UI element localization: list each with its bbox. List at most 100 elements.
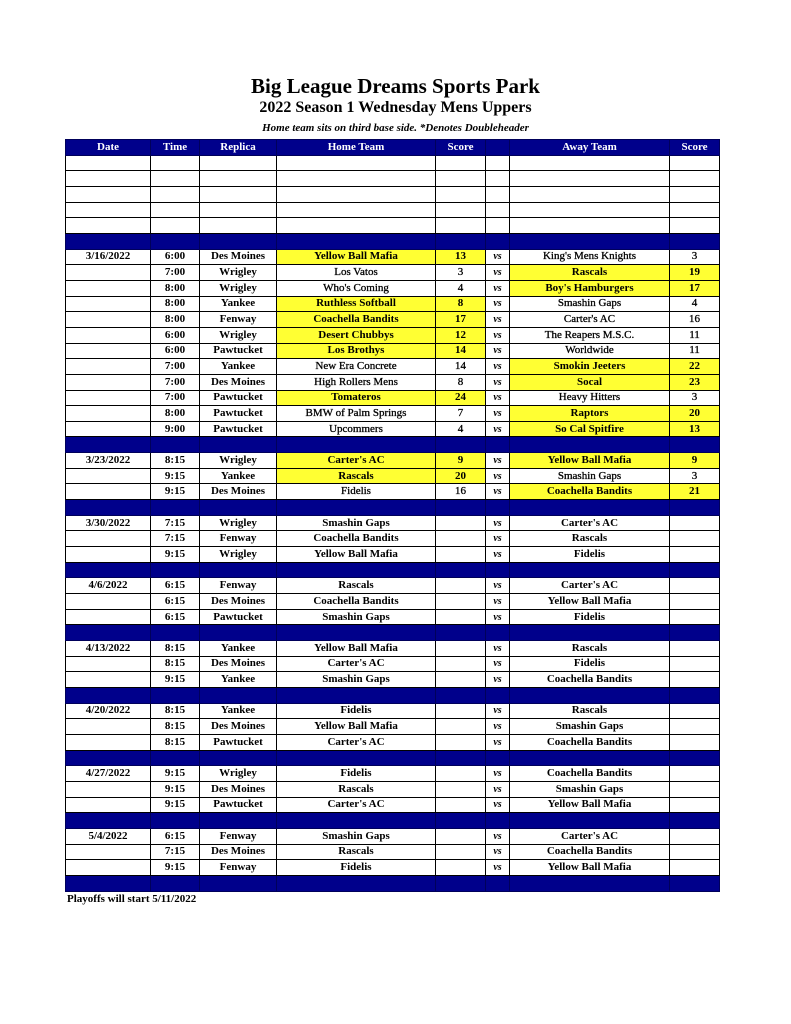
home-score-cell xyxy=(435,859,486,876)
time-cell: 6:15 xyxy=(150,608,200,626)
date-cell: 3/23/2022 xyxy=(65,452,151,469)
game-row: 8:15 Des Moines Carter's AC vs Fidelis xyxy=(65,655,720,673)
away-team-cell: Carter's AC xyxy=(509,827,670,845)
date-cell xyxy=(65,185,151,203)
vs-cell xyxy=(485,154,510,172)
divider-cell xyxy=(435,499,486,516)
home-team-cell: Coachella Bandits xyxy=(276,593,436,610)
divider-cell xyxy=(669,749,720,767)
divider-cell xyxy=(509,624,670,641)
game-row: 8:00 Pawtucket BMW of Palm Springs 7 vs Rapto… xyxy=(65,405,720,422)
home-score-cell xyxy=(435,718,486,735)
game-row: 9:15 Yankee Rascals 20 vs Smashin Gaps 3 xyxy=(65,467,720,485)
divider-cell xyxy=(509,232,670,250)
divider-cell xyxy=(276,812,436,829)
week-divider xyxy=(65,232,720,250)
away-score-cell xyxy=(669,702,720,720)
col-away-score: Score xyxy=(669,139,720,156)
away-team-cell: Coachella Bandits xyxy=(509,765,670,782)
col-date: Date xyxy=(65,139,151,156)
divider-cell xyxy=(65,874,151,892)
replica-cell: Des Moines xyxy=(199,248,277,266)
time-cell: 6:15 xyxy=(150,827,200,845)
game-row: 6:00 Pawtucket Los Brothys 14 vs Worldwide 11 xyxy=(65,342,720,360)
empty-row xyxy=(65,217,720,234)
week-divider xyxy=(65,749,720,767)
divider-cell xyxy=(150,232,200,250)
week-divider xyxy=(65,436,720,454)
game-row: 6:15 Des Moines Coachella Bandits vs Yellow … xyxy=(65,593,720,610)
week-divider xyxy=(65,874,720,892)
away-team-cell: King's Mens Knights xyxy=(509,248,670,266)
vs-cell: vs xyxy=(485,420,510,438)
home-team-cell: Desert Chubbys xyxy=(276,326,436,344)
home-team-cell: Ruthless Softball xyxy=(276,295,436,313)
game-row: 3/16/2022 6:00 Des Moines Yellow Ball Mafia… xyxy=(65,248,720,266)
vs-cell: vs xyxy=(485,608,510,626)
home-score-cell: 12 xyxy=(435,326,486,344)
date-cell xyxy=(65,530,151,548)
away-score-cell: 20 xyxy=(669,405,720,422)
vs-cell: vs xyxy=(485,671,510,688)
replica-cell: Des Moines xyxy=(199,593,277,610)
home-score-cell xyxy=(435,827,486,845)
home-score-cell xyxy=(435,185,486,203)
game-row: 6:15 Pawtucket Smashin Gaps vs Fidelis xyxy=(65,608,720,626)
divider-cell xyxy=(276,232,436,250)
away-team-cell: Smashin Gaps xyxy=(509,295,670,313)
divider-cell xyxy=(65,812,151,829)
divider-cell xyxy=(65,686,151,704)
week-divider xyxy=(65,499,720,516)
home-score-cell xyxy=(435,702,486,720)
date-cell: 3/30/2022 xyxy=(65,514,151,532)
away-score-cell: 13 xyxy=(669,420,720,438)
divider-cell xyxy=(65,499,151,516)
date-cell: 3/16/2022 xyxy=(65,248,151,266)
vs-cell: vs xyxy=(485,358,510,375)
away-team-cell: Rascals xyxy=(509,702,670,720)
replica-cell: Yankee xyxy=(199,702,277,720)
divider-cell xyxy=(669,436,720,454)
divider-cell xyxy=(435,686,486,704)
divider-cell xyxy=(150,686,200,704)
home-score-cell xyxy=(435,640,486,657)
away-score-cell xyxy=(669,577,720,595)
divider-cell xyxy=(150,561,200,579)
home-score-cell xyxy=(435,217,486,234)
game-row: 5/4/2022 6:15 Fenway Smashin Gaps vs Carter's… xyxy=(65,827,720,845)
vs-cell: vs xyxy=(485,295,510,313)
divider-cell xyxy=(65,232,151,250)
game-row: 7:00 Yankee New Era Concrete 14 vs Smokin Jee… xyxy=(65,358,720,375)
game-row: 9:15 Des Moines Fidelis 16 vs Coachella Bandi… xyxy=(65,483,720,501)
game-row: 7:00 Pawtucket Tomateros 24 vs Heavy Hitters 3 xyxy=(65,389,720,407)
vs-cell: vs xyxy=(485,342,510,360)
divider-cell xyxy=(485,499,510,516)
vs-cell: vs xyxy=(485,311,510,328)
away-team-cell: Smashin Gaps xyxy=(509,718,670,735)
home-score-cell: 8 xyxy=(435,295,486,313)
date-cell xyxy=(65,655,151,673)
divider-cell xyxy=(199,874,277,892)
away-score-cell: 23 xyxy=(669,373,720,391)
time-cell: 8:15 xyxy=(150,718,200,735)
date-cell xyxy=(65,483,151,501)
away-team-cell: Socal xyxy=(509,373,670,391)
divider-cell xyxy=(150,874,200,892)
home-score-cell xyxy=(435,154,486,172)
time-cell: 8:00 xyxy=(150,311,200,328)
away-team-cell: Fidelis xyxy=(509,655,670,673)
vs-cell xyxy=(485,185,510,203)
col-away-team: Away Team xyxy=(509,139,670,156)
col-replica: Replica xyxy=(199,139,277,156)
away-score-cell xyxy=(669,859,720,876)
divider-cell xyxy=(276,686,436,704)
home-team-cell: Fidelis xyxy=(276,859,436,876)
home-score-cell xyxy=(435,796,486,814)
col-home-team: Home Team xyxy=(276,139,436,156)
week-divider xyxy=(65,624,720,641)
date-cell xyxy=(65,389,151,407)
home-team-cell: Carter's AC xyxy=(276,452,436,469)
away-score-cell: 21 xyxy=(669,483,720,501)
home-score-cell xyxy=(435,780,486,798)
away-score-cell xyxy=(669,593,720,610)
